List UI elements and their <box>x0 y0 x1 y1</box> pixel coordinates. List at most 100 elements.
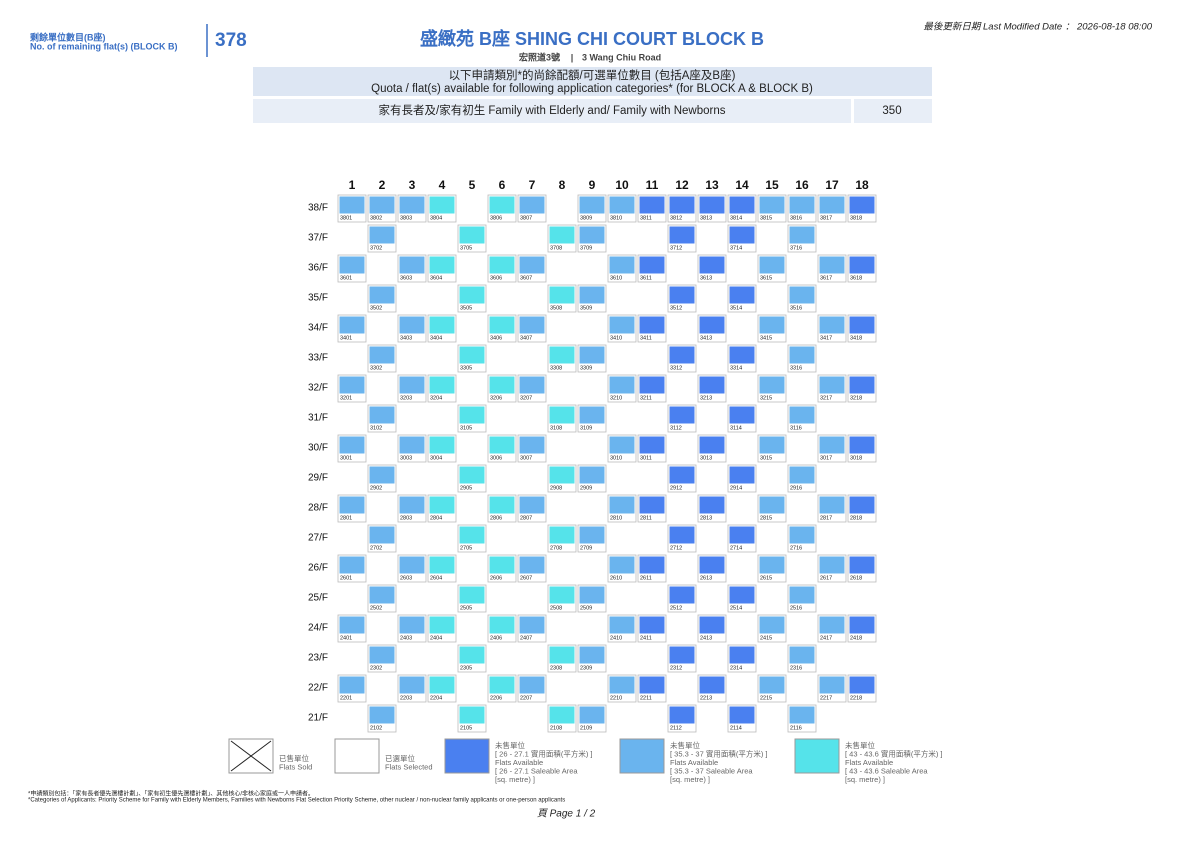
unit-label: 3611 <box>640 275 652 281</box>
flat-color <box>729 586 755 604</box>
unit-label: 2801 <box>340 515 352 521</box>
flat-color <box>519 436 545 454</box>
floor-label: 21/F <box>308 713 328 724</box>
flat-color <box>849 496 875 514</box>
flat-color <box>369 706 395 724</box>
unit-label: 2516 <box>790 605 802 611</box>
floor-label: 30/F <box>308 443 328 454</box>
unit-label: 2712 <box>670 545 682 551</box>
flat-color <box>459 346 485 364</box>
unit-label: 2811 <box>640 515 652 521</box>
flat-color <box>339 196 365 214</box>
flat-color <box>489 376 515 394</box>
flat-color <box>369 196 395 214</box>
column-header: 2 <box>379 178 386 192</box>
unit-label: 3603 <box>400 275 412 281</box>
unit-label: 2316 <box>790 665 802 671</box>
column-header: 14 <box>735 178 749 192</box>
unit-label: 2415 <box>760 635 772 641</box>
unit-label: 3403 <box>400 335 412 341</box>
unit-label: 2702 <box>370 545 382 551</box>
unit-label: 3516 <box>790 305 802 311</box>
unit-label: 3712 <box>670 245 682 251</box>
unit-label: 2902 <box>370 485 382 491</box>
legend-text: 未售單位 <box>495 740 525 750</box>
flat-color <box>729 196 755 214</box>
unit-label: 2105 <box>460 725 472 731</box>
unit-label: 2818 <box>850 515 862 521</box>
flat-color <box>549 346 575 364</box>
unit-label: 3716 <box>790 245 802 251</box>
flat-color <box>549 526 575 544</box>
unit-label: 2114 <box>730 725 742 731</box>
flat-color <box>519 676 545 694</box>
flat-color <box>579 286 605 304</box>
note-en: *Categories of Applicants: Priority Sche… <box>28 798 565 804</box>
unit-label: 3207 <box>520 395 532 401</box>
legend-text: [sq. metre) ] <box>845 775 885 784</box>
flat-color <box>789 646 815 664</box>
flat-color <box>699 316 725 334</box>
unit-label: 2407 <box>520 635 532 641</box>
unit-label: 2601 <box>340 575 352 581</box>
unit-label: 2109 <box>580 725 592 731</box>
unit-label: 2512 <box>670 605 682 611</box>
flat-color <box>399 316 425 334</box>
unit-label: 3404 <box>430 335 442 341</box>
legend-text: Flats Available <box>670 758 718 767</box>
unit-label: 3702 <box>370 245 382 251</box>
flat-color <box>849 256 875 274</box>
flat-color <box>819 196 845 214</box>
flat-color <box>489 616 515 634</box>
flat-color <box>849 556 875 574</box>
unit-label: 3816 <box>790 215 802 221</box>
unit-label: 3610 <box>610 275 622 281</box>
flat-color <box>789 466 815 484</box>
flat-color <box>549 226 575 244</box>
flat-color <box>759 556 785 574</box>
flat-color <box>459 406 485 424</box>
flat-color <box>729 346 755 364</box>
flat-color <box>789 406 815 424</box>
address-en: 3 Wang Chiu Road <box>582 52 661 62</box>
flat-color <box>729 526 755 544</box>
flat-color <box>399 196 425 214</box>
flat-color <box>669 646 695 664</box>
quota-category: 家有長者及/家有初生 Family with Elderly and/ Fami… <box>379 103 726 117</box>
unit-label: 3509 <box>580 305 592 311</box>
legend-box <box>619 738 665 774</box>
flat-color <box>819 556 845 574</box>
flat-color <box>369 466 395 484</box>
unit-label: 2508 <box>550 605 562 611</box>
unit-label: 3314 <box>730 365 742 371</box>
unit-label: 3604 <box>430 275 442 281</box>
flat-color <box>579 646 605 664</box>
unit-label: 2714 <box>730 545 742 551</box>
flat-color <box>399 436 425 454</box>
flat-color <box>849 316 875 334</box>
flat-color <box>729 646 755 664</box>
unit-label: 2618 <box>850 575 862 581</box>
flat-color <box>669 196 695 214</box>
flat-color <box>489 436 515 454</box>
legend-text: 已選單位 <box>385 753 415 763</box>
unit-label: 3803 <box>400 215 412 221</box>
unit-label: 2308 <box>550 665 562 671</box>
unit-label: 2411 <box>640 635 652 641</box>
unit-label: 2211 <box>640 695 652 701</box>
flat-color <box>489 556 515 574</box>
column-header: 5 <box>469 178 476 192</box>
unit-label: 3013 <box>700 455 712 461</box>
quota-row-bg <box>253 99 851 123</box>
unit-label: 2112 <box>670 725 682 731</box>
flat-color <box>639 376 665 394</box>
unit-label: 3804 <box>430 215 442 221</box>
unit-label: 2309 <box>580 665 592 671</box>
flat-color <box>849 616 875 634</box>
flat-color <box>369 406 395 424</box>
legend-text: [ 35.3 - 37 Saleable Area <box>670 766 753 775</box>
flat-color <box>519 316 545 334</box>
unit-label: 2908 <box>550 485 562 491</box>
flat-color <box>339 316 365 334</box>
unit-label: 3018 <box>850 455 862 461</box>
